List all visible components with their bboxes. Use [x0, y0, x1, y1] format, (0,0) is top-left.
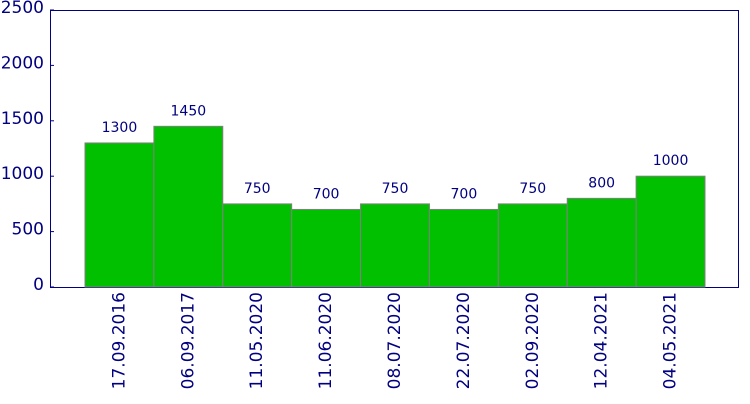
value-label: 750: [382, 181, 409, 197]
value-label: 700: [313, 186, 340, 202]
x-tick-label: 17.09.2016: [109, 292, 129, 389]
bar: [291, 208, 362, 288]
y-tick-label: 0: [33, 275, 44, 295]
value-label: 700: [451, 186, 478, 202]
x-tick-label: 22.07.2020: [454, 292, 474, 389]
bar: [360, 203, 430, 288]
x-tick-label: 11.05.2020: [247, 292, 267, 389]
y-tick-label: 2000: [1, 53, 44, 73]
bar: [497, 203, 568, 288]
value-label: 1000: [653, 153, 689, 169]
x-tick-label: 02.09.2020: [523, 292, 543, 389]
value-label: 750: [519, 181, 546, 197]
x-tick-label: 12.04.2021: [592, 292, 612, 389]
bar: [84, 142, 155, 288]
bar: [222, 203, 293, 288]
bar: [428, 208, 499, 288]
y-tick-label: 1500: [1, 109, 44, 129]
value-label: 800: [588, 175, 615, 191]
bar: [635, 175, 706, 288]
value-label: 1450: [171, 103, 207, 119]
bar: [566, 197, 637, 288]
value-label: 750: [244, 181, 271, 197]
bar: [153, 125, 224, 288]
x-tick-label: 08.07.2020: [385, 292, 405, 389]
y-tick-label: 2500: [1, 0, 44, 18]
x-tick-label: 04.05.2021: [661, 292, 681, 389]
y-tick-label: 500: [12, 220, 44, 240]
x-tick-label: 11.06.2020: [316, 292, 336, 389]
value-label: 1300: [102, 120, 138, 136]
x-tick-label: 06.09.2017: [178, 292, 198, 389]
plot-frame: [50, 10, 739, 288]
y-tick-label: 1000: [1, 164, 44, 184]
